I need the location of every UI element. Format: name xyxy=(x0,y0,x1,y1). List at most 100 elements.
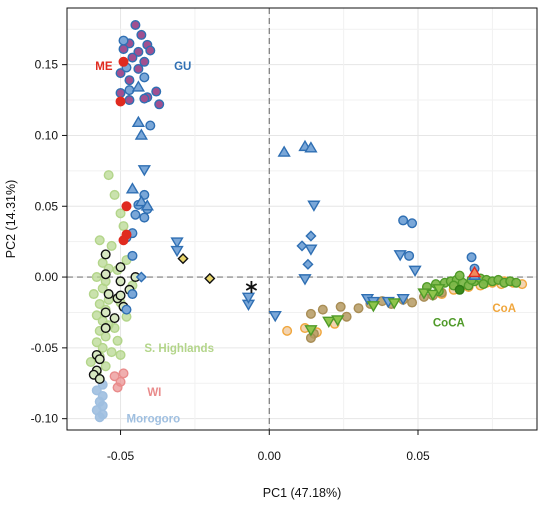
triangle-down-point xyxy=(393,250,407,262)
circle-point xyxy=(133,63,144,74)
circle-point xyxy=(139,72,150,83)
circle-point xyxy=(106,240,117,251)
group-labels: ME GU S. Highlands WI Morogoro CoCA CoA xyxy=(95,61,516,426)
axis-ticks: -0.05 0.00 0.05 -0.10 -0.05 0.00 0.05 0.10 0.15 xyxy=(31,58,430,463)
triangle-up-point xyxy=(467,265,482,278)
triangle-down-point xyxy=(396,294,410,306)
circle-point xyxy=(118,35,129,46)
circle-point xyxy=(109,189,120,200)
diamond-point xyxy=(296,240,308,252)
x-tick-label: 0.05 xyxy=(406,449,430,463)
circle-point xyxy=(97,342,108,353)
circle-point xyxy=(454,270,465,281)
triangle-up-point xyxy=(134,195,148,207)
circle-point xyxy=(109,371,120,382)
circle-point xyxy=(94,374,105,385)
circle-point xyxy=(139,93,150,104)
circle-point xyxy=(85,357,96,368)
circle-point xyxy=(91,337,102,348)
circle-point xyxy=(115,276,126,287)
circle-point xyxy=(136,29,147,40)
triangle-up-point xyxy=(134,128,148,140)
circle-point xyxy=(398,215,409,226)
data-points xyxy=(85,19,528,423)
triangle-down-point xyxy=(387,298,401,310)
asterisk-point xyxy=(245,280,258,293)
triangle-down-point xyxy=(366,301,381,313)
circle-point xyxy=(94,354,105,365)
circle-point xyxy=(282,325,293,336)
group-label: CoA xyxy=(492,303,516,315)
circle-point xyxy=(91,310,102,321)
circle-point xyxy=(115,208,126,219)
triangle-up-point xyxy=(131,80,146,92)
circle-point xyxy=(97,257,108,268)
y-tick-label: -0.10 xyxy=(31,412,59,426)
circle-point xyxy=(407,297,418,308)
circle-point xyxy=(151,86,162,97)
circle-point xyxy=(154,99,165,110)
triangle-down-point xyxy=(170,245,184,258)
circle-point xyxy=(115,349,126,360)
circle-point xyxy=(115,96,126,107)
triangle-down-point xyxy=(170,237,184,249)
x-tick-label: 0.00 xyxy=(258,449,282,463)
circle-point xyxy=(91,385,102,396)
circle-point xyxy=(94,235,105,246)
triangle-down-point xyxy=(417,288,431,300)
circle-point xyxy=(454,284,465,295)
circle-point xyxy=(127,289,138,300)
circle-point xyxy=(100,269,111,280)
asterisk-stroke xyxy=(245,283,258,291)
circle-point xyxy=(118,56,129,67)
triangle-down-point xyxy=(322,316,336,328)
circle-point xyxy=(112,335,123,346)
circle-point xyxy=(115,290,126,301)
triangle-up-point xyxy=(131,115,146,128)
x-tick-label: -0.05 xyxy=(107,449,135,463)
diamond-point xyxy=(204,272,216,285)
circle-point xyxy=(118,44,129,55)
group-label: Morogoro xyxy=(126,414,180,426)
circle-point xyxy=(124,85,135,96)
diamond-point xyxy=(302,258,314,270)
circle-point xyxy=(139,56,150,67)
circle-point xyxy=(305,308,316,319)
x-axis-title: PC1 (47.18%) xyxy=(263,486,342,500)
triangle-down-point xyxy=(268,310,282,323)
group-label: ME xyxy=(95,61,113,73)
group-label: CoCA xyxy=(433,317,465,329)
diamond-point xyxy=(135,271,147,283)
y-tick-label: -0.05 xyxy=(31,341,59,355)
circle-point xyxy=(335,301,346,312)
circle-point xyxy=(317,304,328,315)
group-label: GU xyxy=(174,61,191,73)
circle-point xyxy=(145,45,156,56)
circle-point xyxy=(115,87,126,98)
triangle-down-point xyxy=(137,165,151,177)
triangle-down-point xyxy=(432,284,446,296)
circle-point xyxy=(133,46,144,57)
circle-point xyxy=(353,303,364,314)
circle-point xyxy=(94,298,105,309)
triangle-down-point xyxy=(331,315,345,327)
circle-point xyxy=(121,304,132,315)
circle-point xyxy=(103,289,114,300)
circle-point xyxy=(407,218,418,229)
circle-point xyxy=(106,347,117,358)
diamond-point xyxy=(177,253,189,265)
circle-point xyxy=(115,262,126,273)
circle-point xyxy=(121,201,132,212)
circle-point xyxy=(97,283,108,294)
y-tick-label: 0.10 xyxy=(35,128,59,142)
circle-point xyxy=(100,249,111,260)
circle-point xyxy=(100,331,111,342)
circle-point xyxy=(139,212,150,223)
triangle-down-point xyxy=(307,200,321,212)
y-axis-title: PC2 (14.31%) xyxy=(4,180,18,259)
triangle-down-point xyxy=(304,244,318,256)
circle-point xyxy=(109,323,120,334)
circle-point xyxy=(118,221,129,232)
circle-point xyxy=(130,19,141,30)
